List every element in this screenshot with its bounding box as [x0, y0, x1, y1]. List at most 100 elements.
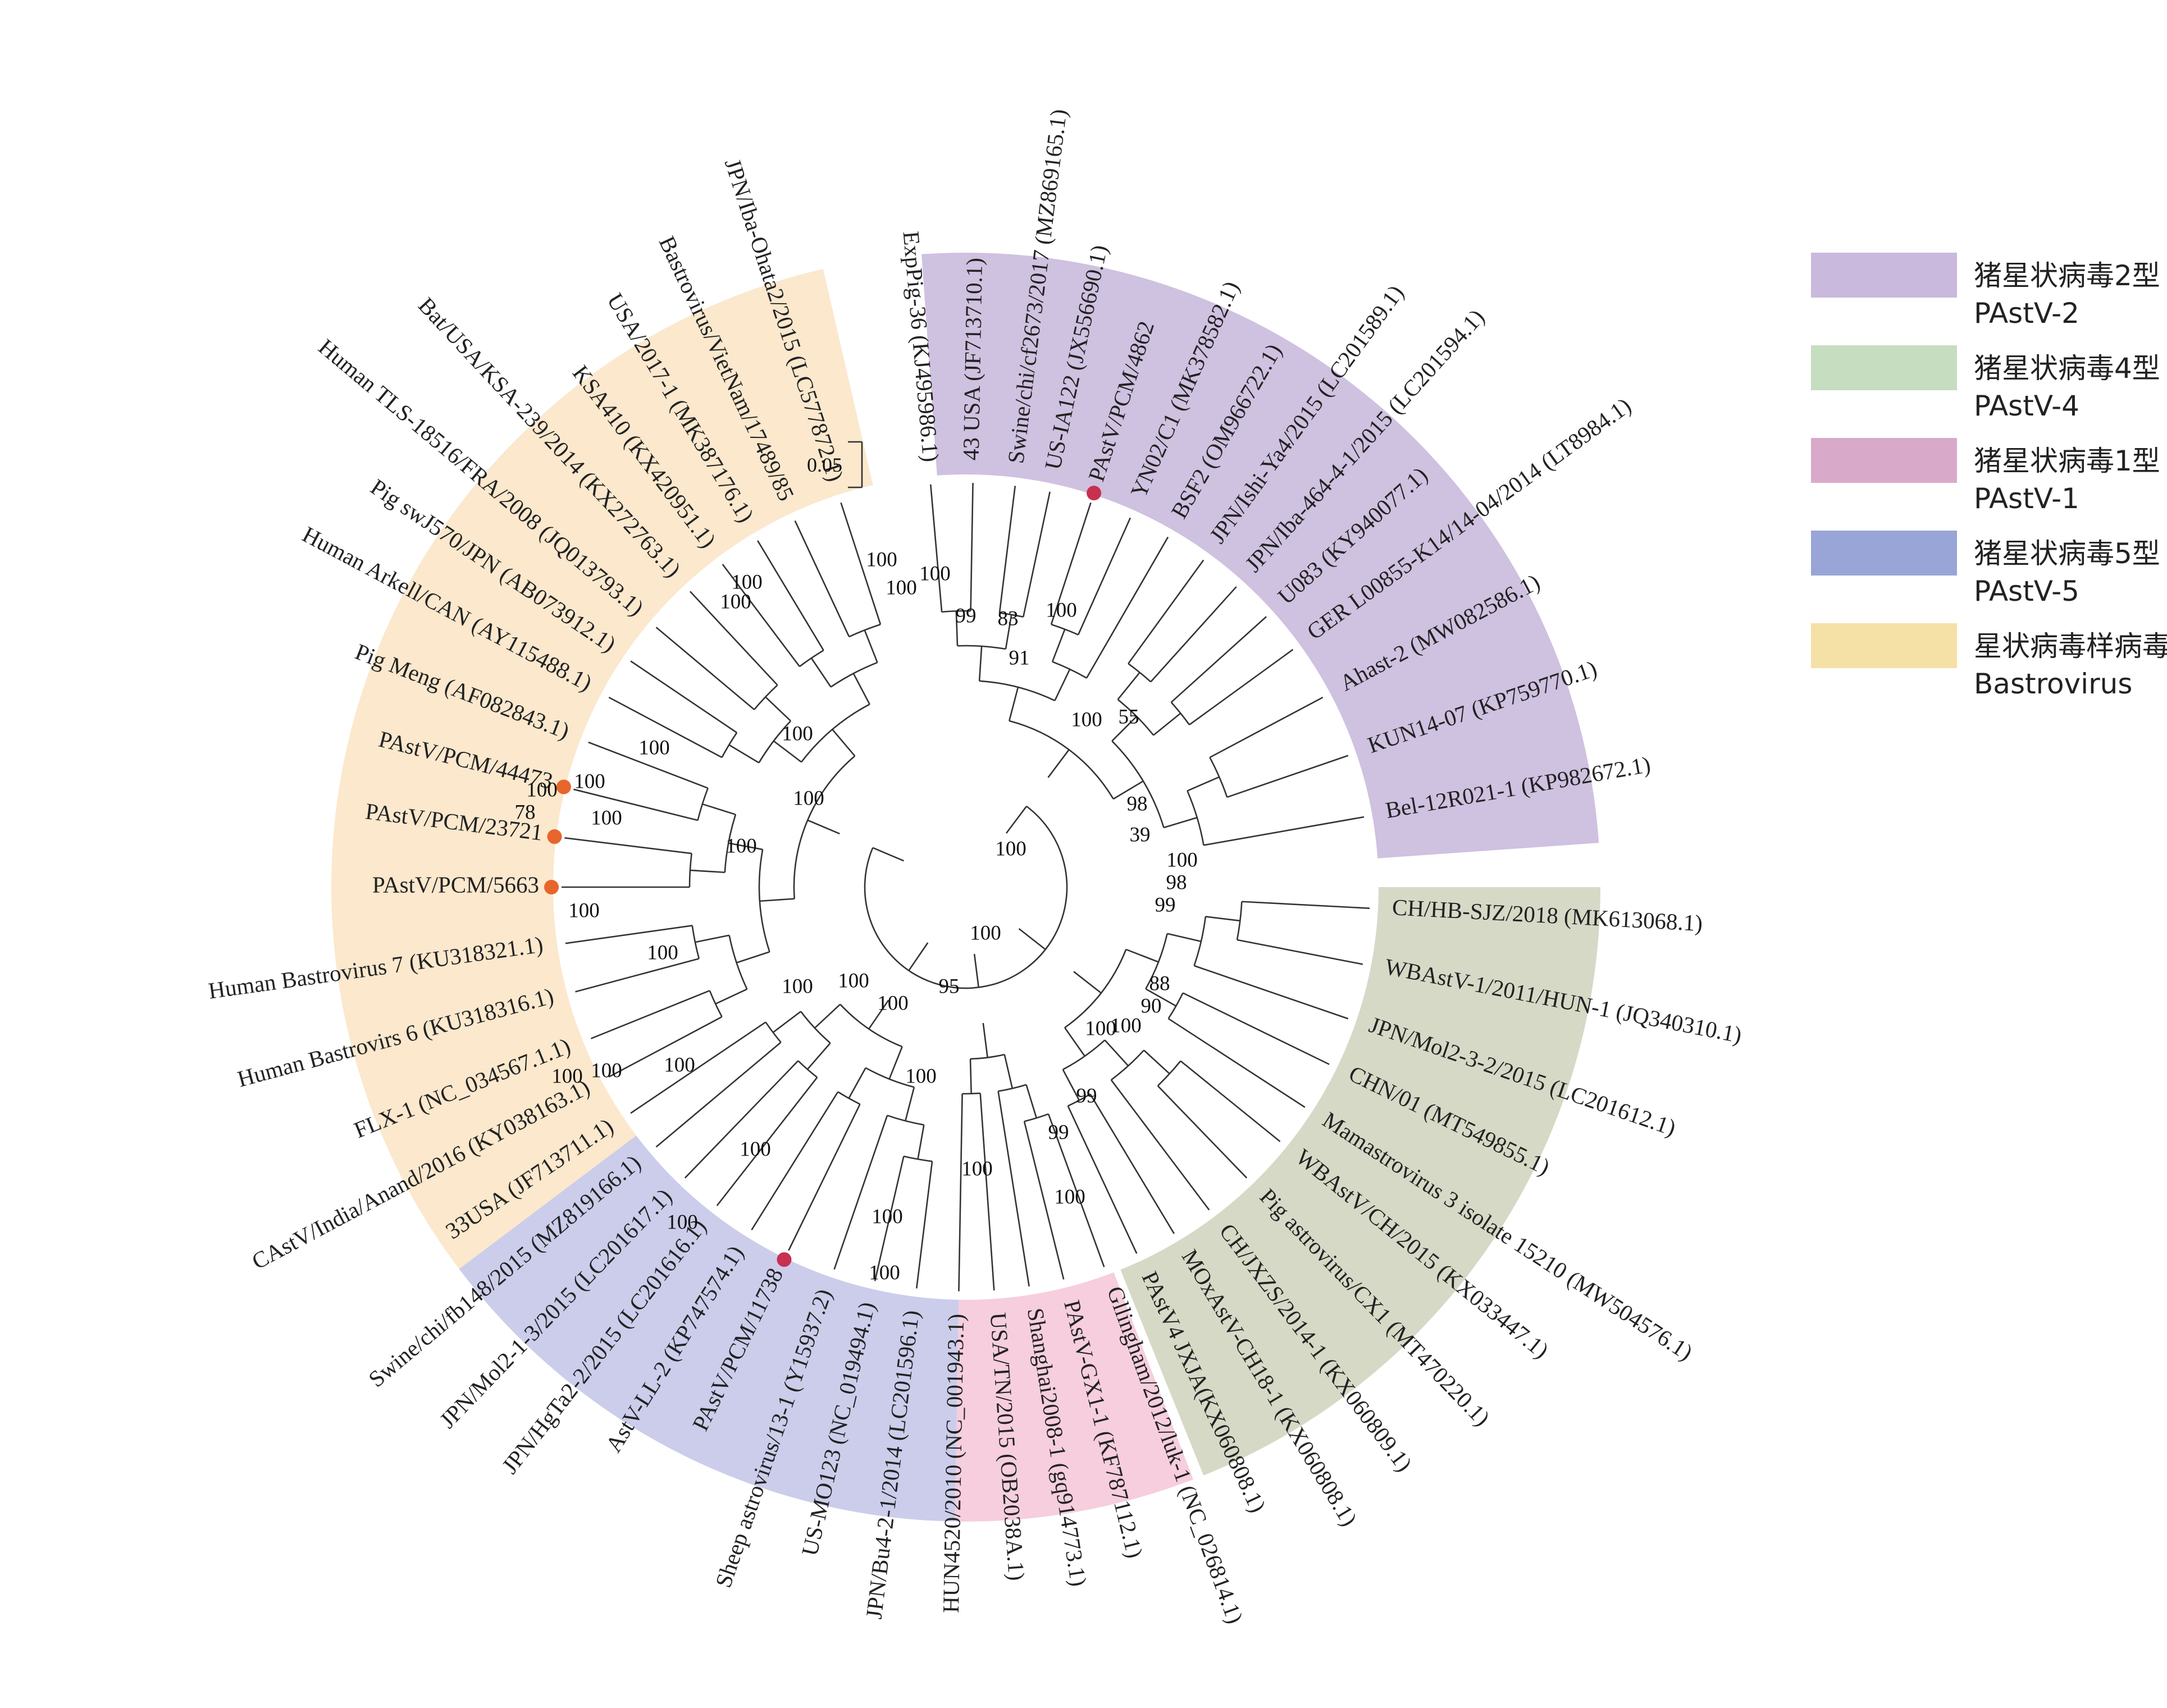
support-value: 88 — [1149, 972, 1170, 995]
branch-segment — [1117, 672, 1140, 700]
branch-segment — [982, 1022, 988, 1058]
legend-subname: PAstV-5 — [1974, 575, 2079, 608]
branch-segment — [630, 660, 737, 733]
branch-segment — [722, 564, 800, 667]
support-value: 100 — [869, 1261, 900, 1284]
support-value: 100 — [1071, 708, 1102, 731]
legend-name: 星状病毒样病毒 — [1974, 630, 2167, 663]
support-value: 100 — [793, 787, 824, 810]
support-value: 100 — [574, 770, 605, 793]
legend: 猪星状病毒2型 PAstV-2 猪星状病毒4型 PAstV-4 猪星状病毒1型 PAstV… — [1811, 253, 2167, 700]
branch-segment — [1047, 749, 1070, 778]
branch-segment — [1089, 1093, 1175, 1234]
branch-segment — [840, 502, 882, 625]
branch-segment — [833, 1115, 888, 1270]
branch-segment — [872, 847, 904, 862]
support-value: 100 — [740, 1138, 771, 1161]
support-value: 100 — [877, 992, 909, 1015]
branch-arc — [1111, 740, 1165, 828]
branch-segment — [655, 627, 755, 710]
highlight-dot — [544, 880, 559, 894]
support-value: 98 — [1166, 871, 1187, 894]
branch-segment — [1242, 901, 1370, 909]
branch-arc — [864, 805, 1068, 989]
branch-segment — [1005, 806, 1028, 834]
support-value: 99 — [1048, 1121, 1069, 1144]
support-value: 39 — [1130, 823, 1151, 846]
legend-swatch — [1811, 623, 1957, 668]
legend-swatch — [1811, 438, 1957, 483]
tip-label: 43 USA (JF713710.1) — [958, 258, 987, 461]
branch-segment — [1077, 517, 1132, 636]
branch-segment — [794, 520, 850, 637]
branch-segment — [814, 1003, 841, 1029]
support-value: 95 — [939, 975, 960, 998]
support-value: 99 — [956, 604, 977, 627]
support-value: 100 — [638, 736, 670, 759]
clade-sectors — [331, 253, 1600, 1522]
scale-bar: 0.05 — [807, 441, 863, 488]
branch-segment — [757, 540, 824, 651]
branch-segment — [1112, 780, 1144, 800]
branch-segment — [810, 657, 832, 688]
branch-arc — [728, 935, 748, 990]
branch-segment — [979, 1093, 995, 1291]
support-value: 100 — [568, 899, 600, 922]
branch-segment — [788, 1103, 861, 1251]
branch-segment — [690, 869, 725, 874]
support-value: 100 — [1054, 1185, 1085, 1208]
branch-segment — [1051, 629, 1066, 663]
branch-segment — [759, 898, 795, 902]
support-value: 100 — [782, 722, 813, 745]
sector-pastv-5 — [459, 1135, 959, 1522]
branch-arc — [799, 650, 824, 668]
support-value: 100 — [664, 1053, 695, 1076]
branch-segment — [1226, 755, 1349, 798]
legend-swatch — [1811, 531, 1957, 576]
highlight-dot — [1087, 486, 1102, 501]
branch-segment — [958, 1093, 963, 1291]
branch-arc — [1170, 701, 1190, 725]
support-value: 100 — [591, 806, 622, 829]
legend-subname: PAstV-4 — [1974, 390, 2079, 422]
support-value: 100 — [667, 1211, 698, 1234]
legend-name: 猪星状病毒1型 — [1974, 445, 2160, 477]
branch-segment — [1005, 614, 1012, 650]
branch-arc — [758, 849, 770, 952]
branch-arc — [765, 1021, 782, 1043]
branch-segment — [874, 1156, 905, 1281]
support-value: 100 — [782, 975, 813, 998]
legend-swatch — [1811, 345, 1957, 390]
branch-segment — [997, 1091, 1030, 1287]
branch-segment — [1164, 816, 1198, 829]
legend-subname: Bastrovirus — [1974, 668, 2132, 700]
branch-arc — [721, 732, 738, 758]
branch-segment — [978, 646, 983, 681]
support-value: 100 — [838, 969, 869, 992]
branch-arc — [942, 610, 971, 613]
highlight-dot — [777, 1252, 792, 1267]
support-value: 98 — [1127, 792, 1148, 815]
branch-segment — [868, 999, 889, 1030]
branch-segment — [773, 740, 802, 763]
branch-segment — [1237, 939, 1363, 965]
branch-segment — [1104, 1039, 1129, 1067]
branch-arc — [830, 661, 878, 688]
branch-segment — [684, 1060, 799, 1179]
support-value: 99 — [1155, 893, 1176, 916]
branch-segment — [772, 1011, 801, 1033]
branch-segment — [905, 1086, 915, 1121]
branch-segment — [1203, 816, 1365, 846]
branch-segment — [1167, 1018, 1306, 1108]
support-value: 100 — [1085, 1017, 1116, 1040]
branch-segment — [1062, 1069, 1080, 1101]
tip-label: HUN4520/2010 (NC_001943.1) — [938, 1313, 969, 1613]
branch-segment — [728, 842, 763, 851]
branch-segment — [969, 1058, 972, 1094]
branch-segment — [716, 1077, 818, 1207]
sector-pastv-4 — [1120, 887, 1600, 1476]
branch-segment — [695, 934, 729, 943]
branch-segment — [1018, 928, 1046, 950]
support-value: 100 — [1166, 848, 1198, 871]
